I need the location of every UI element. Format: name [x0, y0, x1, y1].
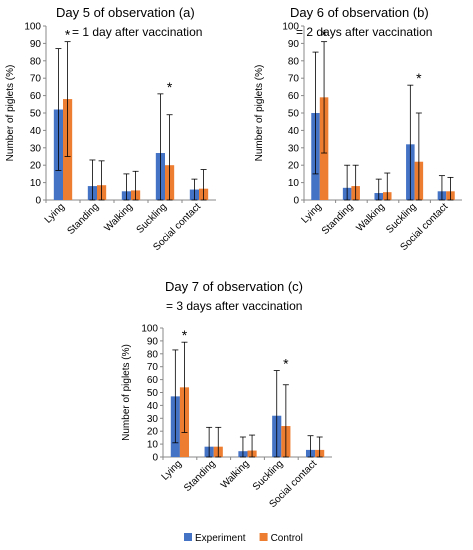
legend: Experiment Control [184, 533, 303, 544]
y-tick-label: 100 [24, 22, 41, 33]
significance-marker: * [416, 70, 422, 86]
chart-subtitle: = 2 days after vaccination [296, 25, 432, 39]
significance-marker: * [182, 327, 188, 343]
y-tick-label: 60 [30, 91, 42, 102]
significance-marker: * [283, 356, 289, 372]
y-tick-label: 90 [147, 336, 159, 347]
significance-marker: * [321, 27, 327, 43]
x-tick-label: Suckling [135, 201, 170, 236]
y-tick-label: 10 [30, 178, 42, 189]
y-tick-label: 10 [288, 178, 300, 189]
x-tick-label: Standing [65, 201, 101, 237]
chart-panel-c: Day 7 of observation (c) = 3 days after v… [121, 279, 332, 510]
y-tick-label: 40 [147, 401, 159, 412]
y-tick-label: 50 [288, 109, 300, 120]
legend-label: Control [271, 533, 303, 544]
y-tick-label: 50 [30, 109, 42, 120]
y-tick-label: 90 [288, 39, 300, 50]
y-tick-label: 30 [147, 414, 159, 425]
y-tick-label: 80 [288, 56, 300, 67]
y-tick-label: 60 [147, 375, 159, 386]
chart-subtitle: = 1 day after vaccination [72, 25, 202, 39]
y-tick-label: 80 [147, 349, 159, 360]
x-tick-label: Walking [354, 201, 387, 234]
y-tick-label: 0 [35, 196, 41, 207]
y-tick-label: 40 [288, 126, 300, 137]
legend-label: Experiment [195, 533, 246, 544]
chart-panel-b: Day 6 of observation (b) = 2 days after v… [254, 5, 462, 253]
x-tick-label: Standing [320, 201, 356, 237]
x-tick-label: Lying [299, 201, 323, 225]
x-tick-label: Lying [160, 458, 184, 482]
legend-swatch-experiment [184, 533, 192, 541]
y-tick-label: 50 [147, 388, 159, 399]
y-tick-label: 20 [30, 161, 42, 172]
y-tick-label: 70 [288, 74, 300, 85]
y-tick-label: 70 [147, 362, 159, 373]
chart-title: Day 6 of observation (b) [290, 5, 429, 20]
chart-title: Day 5 of observation (a) [56, 5, 195, 20]
x-tick-label: Standing [182, 458, 218, 494]
x-tick-label: Walking [219, 458, 252, 491]
y-axis-label: Number of piglets (%) [5, 65, 16, 162]
significance-marker: * [65, 27, 71, 43]
y-axis-label: Number of piglets (%) [121, 344, 132, 441]
y-tick-label: 80 [30, 56, 42, 67]
y-tick-label: 0 [152, 453, 158, 464]
legend-swatch-control [259, 533, 268, 541]
chart-title: Day 7 of observation (c) [165, 279, 303, 294]
y-tick-label: 100 [141, 324, 158, 335]
chart-panel-a: Day 5 of observation (a) = 1 day after va… [5, 5, 216, 253]
y-tick-label: 20 [288, 161, 300, 172]
y-tick-label: 30 [288, 143, 300, 154]
x-tick-label: Walking [102, 201, 135, 234]
y-tick-label: 20 [147, 427, 159, 438]
y-tick-label: 70 [30, 74, 42, 85]
y-tick-label: 60 [288, 91, 300, 102]
y-tick-label: 0 [293, 196, 299, 207]
x-tick-label: Suckling [251, 458, 286, 493]
x-tick-label: Lying [43, 201, 67, 225]
significance-marker: * [167, 79, 173, 95]
chart-subtitle: = 3 days after vaccination [166, 299, 302, 313]
y-tick-label: 10 [147, 440, 159, 451]
y-tick-label: 90 [30, 39, 42, 50]
y-tick-label: 30 [30, 143, 42, 154]
y-tick-label: 100 [282, 22, 299, 33]
y-tick-label: 40 [30, 126, 42, 137]
y-axis-label: Number of piglets (%) [254, 65, 265, 162]
